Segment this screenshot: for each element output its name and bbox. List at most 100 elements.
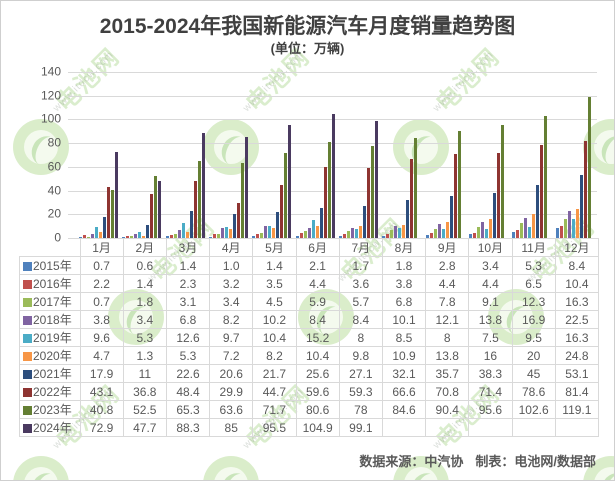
legend-cell: 2017年 [19, 292, 81, 311]
month-group [554, 72, 597, 238]
value-cell: 2.2 [79, 274, 124, 293]
footer: 数据来源：中汽协 制表：电池网/数据部 [359, 451, 596, 470]
value-cell: 1.4 [252, 256, 297, 275]
value-cell: 10.4 [554, 274, 600, 293]
bar [295, 235, 299, 238]
bar [429, 232, 433, 238]
value-cell: 27.1 [338, 364, 383, 383]
bar [449, 195, 453, 238]
bar [469, 233, 473, 238]
table-row: 2024年 72.9 47.7 88.3 85 95.5 104.9 99.1 [19, 418, 600, 437]
legend-swatch-icon [23, 316, 32, 325]
value-cell: 78.6 [511, 382, 556, 401]
value-cell: 1.4 [165, 256, 211, 275]
value-cell: 20.6 [209, 364, 254, 383]
y-tick-label: 120 [40, 88, 61, 103]
bar [497, 153, 501, 238]
series-name: 2017年 [33, 295, 72, 309]
bar [516, 230, 520, 238]
bar [95, 226, 99, 238]
value-cell: 7.8 [425, 292, 470, 311]
value-cell: 4.4 [295, 274, 340, 293]
bar [559, 225, 563, 238]
legend-cell: 2018年 [19, 310, 81, 329]
month-header-cell: 10月 [468, 238, 513, 257]
bar [154, 175, 158, 238]
value-cell: 1.0 [209, 256, 254, 275]
value-cell: 10.2 [252, 310, 297, 329]
series-name: 2015年 [33, 259, 72, 273]
legend-swatch-icon [23, 406, 32, 415]
y-tick-label: 80 [47, 135, 61, 150]
value-cell: 35.7 [425, 364, 470, 383]
value-cell: 9.1 [468, 292, 513, 311]
month-header-cell: 11月 [511, 238, 556, 257]
bar [111, 189, 115, 238]
value-cell: 8.2 [209, 310, 254, 329]
value-cell: 4.5 [252, 292, 297, 311]
bar [146, 224, 150, 238]
gridline [68, 95, 597, 97]
value-cell: 0.6 [122, 256, 167, 275]
value-cell: 12.1 [425, 310, 470, 329]
bar [256, 233, 260, 238]
bar-groups [77, 72, 597, 238]
month-header-cell: 1月 [79, 238, 124, 257]
table-row: 2016年 2.2 1.4 2.3 3.2 3.5 4.4 3.6 3.8 4.4 4.4 6.5 10… [19, 274, 600, 293]
y-tick-label: 100 [40, 112, 61, 127]
value-cell: 70.8 [425, 382, 470, 401]
legend-cell: 2019年 [19, 328, 81, 347]
chart-title: 2015-2024年我国新能源汽车月度销量趋势图 [99, 15, 516, 38]
legend-cell: 2015年 [19, 256, 81, 275]
value-cell: 9.8 [338, 346, 383, 365]
month-group [510, 72, 553, 238]
value-cell: 22.5 [554, 310, 600, 329]
value-cell: 3.4 [209, 292, 254, 311]
legend-swatch-icon [23, 334, 32, 343]
value-cell: 3.6 [338, 274, 383, 293]
value-cell: 3.4 [122, 310, 167, 329]
bar [229, 229, 233, 238]
value-cell: 17.9 [79, 364, 124, 383]
bar [489, 219, 493, 238]
bar [406, 199, 410, 238]
bar [339, 235, 343, 238]
value-cell: 6.8 [165, 310, 211, 329]
value-cell: 71.4 [468, 382, 513, 401]
bar [233, 213, 237, 238]
value-cell: 2.1 [295, 256, 340, 275]
bar [130, 235, 134, 238]
value-cell: 8.5 [381, 328, 427, 347]
bar [307, 228, 311, 238]
value-cell: 1.3 [122, 346, 167, 365]
month-header-cell: 5月 [252, 238, 297, 257]
bar [264, 225, 268, 238]
value-cell: 3.8 [79, 310, 124, 329]
value-cell: 95.6 [468, 400, 513, 419]
series-name: 2016年 [33, 277, 72, 291]
value-cell: 10.4 [252, 328, 297, 347]
table-row: 2017年 0.7 1.8 3.1 3.4 4.5 5.9 5.7 6.8 7.8 9.1 12.3 1… [19, 292, 600, 311]
bar [323, 167, 327, 238]
bar [276, 212, 280, 238]
legend-swatch-icon [23, 370, 32, 379]
bar [280, 185, 284, 238]
value-cell: 2.3 [165, 274, 211, 293]
bar [398, 227, 402, 238]
bar [587, 96, 591, 238]
table-row: 2020年 4.7 1.3 5.3 7.2 8.2 10.4 9.8 10.9 13.8 16 20 2… [19, 346, 600, 365]
bar [382, 235, 386, 238]
value-cell: 1.4 [122, 274, 167, 293]
value-cell: 85 [209, 418, 254, 437]
bar [536, 184, 540, 238]
value-cell: 47.7 [122, 418, 167, 437]
value-cell: 16 [468, 346, 513, 365]
legend-swatch-icon [23, 424, 32, 433]
value-cell: 13.8 [425, 346, 470, 365]
value-cell: 1.8 [381, 256, 427, 275]
bar [134, 233, 138, 238]
bar [359, 226, 363, 238]
bar [107, 186, 111, 238]
month-header-cell: 4月 [209, 238, 254, 257]
value-cell: 24.8 [554, 346, 600, 365]
